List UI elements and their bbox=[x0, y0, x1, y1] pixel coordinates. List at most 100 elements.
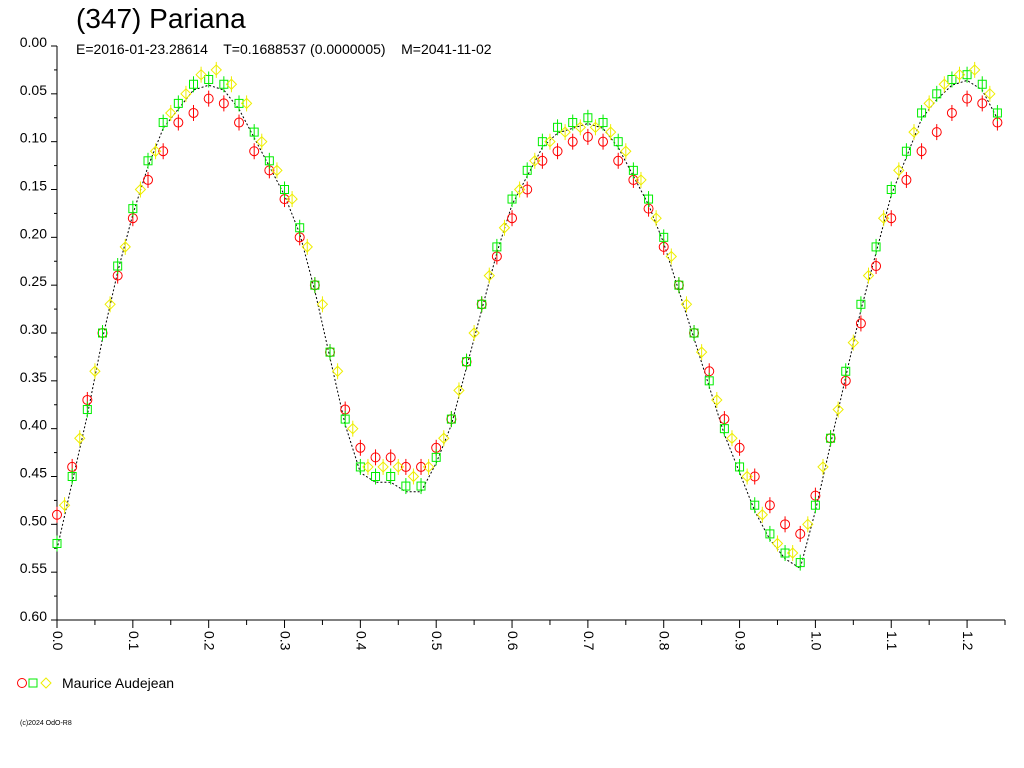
data-point bbox=[665, 250, 678, 263]
data-point bbox=[877, 212, 890, 224]
data-point bbox=[871, 261, 882, 272]
data-point bbox=[158, 118, 168, 128]
data-point bbox=[483, 269, 495, 282]
y-tick-label: 0.60 bbox=[20, 608, 47, 624]
data-point bbox=[522, 165, 532, 175]
data-point bbox=[582, 131, 593, 142]
data-point bbox=[613, 137, 623, 147]
data-point bbox=[771, 537, 784, 550]
data-point bbox=[400, 461, 411, 472]
data-point bbox=[589, 121, 602, 134]
data-point bbox=[984, 88, 996, 100]
data-point bbox=[507, 194, 517, 204]
data-point bbox=[416, 461, 427, 472]
y-tick-label: 0.30 bbox=[20, 321, 47, 337]
data-point bbox=[195, 68, 207, 81]
data-point bbox=[89, 365, 101, 377]
data-point bbox=[886, 185, 896, 194]
data-point bbox=[219, 79, 229, 89]
data-point bbox=[908, 126, 920, 138]
data-point bbox=[544, 135, 556, 148]
series-square bbox=[52, 66, 1002, 571]
y-tick-label: 0.55 bbox=[20, 560, 47, 576]
data-point bbox=[52, 509, 62, 520]
data-point bbox=[598, 136, 609, 147]
data-point bbox=[180, 88, 192, 100]
x-tick-label: 1.2 bbox=[960, 631, 976, 651]
data-point bbox=[938, 78, 951, 90]
data-point bbox=[871, 242, 881, 252]
copyright-text: (c)2024 OdO-R8 bbox=[20, 720, 72, 727]
data-point bbox=[689, 328, 699, 338]
data-point bbox=[741, 470, 753, 483]
data-point bbox=[862, 269, 875, 282]
data-point bbox=[932, 89, 942, 99]
y-tick-label: 0.35 bbox=[20, 369, 47, 385]
data-point bbox=[492, 242, 502, 252]
data-point bbox=[916, 146, 927, 157]
data-point bbox=[946, 107, 957, 118]
data-point bbox=[249, 127, 259, 137]
data-point bbox=[256, 135, 268, 148]
data-point bbox=[923, 97, 935, 110]
data-point bbox=[568, 118, 578, 128]
chart-axes: 0.00 0.05 0.10 0.15 0.20 0.25 0.30 0.35 0.40 0.45… bbox=[20, 34, 1006, 651]
data-point bbox=[234, 117, 245, 128]
data-point bbox=[370, 452, 381, 463]
data-points bbox=[52, 61, 1003, 571]
data-point bbox=[249, 146, 260, 157]
data-point bbox=[392, 461, 404, 473]
data-point bbox=[962, 93, 973, 104]
data-point bbox=[726, 432, 738, 444]
red-circle-icon bbox=[17, 678, 27, 688]
y-tick-label: 0.10 bbox=[20, 130, 47, 146]
data-point bbox=[817, 461, 829, 473]
data-point bbox=[786, 547, 799, 559]
data-point bbox=[386, 472, 396, 481]
data-point bbox=[537, 137, 547, 147]
data-point bbox=[498, 222, 511, 234]
data-point bbox=[604, 126, 617, 138]
data-point bbox=[189, 79, 199, 89]
data-point bbox=[513, 183, 526, 196]
data-point bbox=[67, 472, 77, 481]
data-point bbox=[522, 184, 533, 195]
y-tick-label: 0.50 bbox=[20, 512, 47, 528]
data-point bbox=[553, 122, 563, 132]
chart-title: (347) Pariana bbox=[76, 3, 246, 34]
data-point bbox=[635, 174, 647, 186]
x-tick-label: 0.1 bbox=[126, 631, 142, 651]
data-point bbox=[567, 136, 578, 147]
data-point bbox=[598, 118, 608, 128]
data-point bbox=[301, 241, 313, 253]
data-point bbox=[325, 347, 335, 357]
data-point bbox=[316, 298, 329, 311]
data-point bbox=[165, 107, 177, 119]
data-point bbox=[128, 204, 138, 214]
data-point bbox=[134, 183, 147, 196]
data-point bbox=[552, 146, 563, 157]
legend-symbols bbox=[17, 677, 52, 689]
data-point bbox=[143, 156, 153, 166]
data-point bbox=[98, 328, 108, 338]
x-tick-label: 0.2 bbox=[202, 631, 218, 651]
data-point bbox=[931, 127, 942, 138]
data-point bbox=[719, 424, 729, 434]
data-point bbox=[453, 384, 465, 397]
data-point bbox=[119, 241, 131, 253]
data-point bbox=[431, 452, 441, 462]
data-point bbox=[735, 462, 745, 472]
data-point bbox=[893, 164, 905, 177]
data-point bbox=[203, 93, 214, 104]
data-point bbox=[143, 174, 154, 185]
x-tick-label: 0.7 bbox=[581, 631, 597, 651]
data-point bbox=[832, 403, 844, 416]
data-point bbox=[977, 79, 987, 89]
data-point bbox=[613, 155, 624, 166]
x-tick-label: 0.3 bbox=[278, 631, 294, 651]
data-point bbox=[780, 548, 790, 558]
green-square-icon bbox=[28, 678, 38, 688]
data-point bbox=[953, 68, 966, 81]
data-point bbox=[583, 113, 593, 123]
data-point bbox=[749, 471, 760, 482]
